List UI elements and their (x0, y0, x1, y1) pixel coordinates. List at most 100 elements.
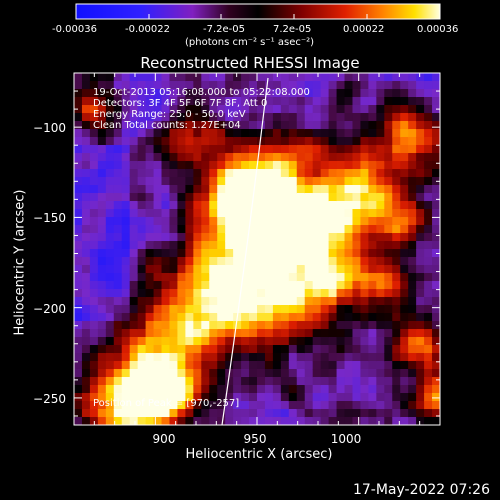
heatmap-cell (233, 169, 242, 178)
heatmap-cell (304, 169, 314, 178)
heatmap-cell (408, 385, 417, 394)
heatmap-cell (400, 313, 409, 322)
heatmap-cell (384, 169, 393, 178)
heatmap-cell (288, 393, 298, 402)
heatmap-cell (217, 385, 226, 394)
heatmap-cell (97, 337, 107, 346)
heatmap-cell (209, 201, 218, 210)
heatmap-cell (161, 257, 171, 266)
heatmap-cell (257, 209, 266, 218)
heatmap-cell (384, 217, 393, 226)
heatmap-cell (320, 185, 330, 194)
heatmap-cell (121, 73, 131, 82)
heatmap-cell (272, 369, 282, 378)
heatmap-cell (296, 289, 306, 298)
heatmap-cell (137, 297, 147, 306)
heatmap-cell (97, 121, 107, 130)
heatmap-cell (257, 169, 266, 178)
heatmap-cell (257, 393, 266, 402)
plot-datestamp: 17-May-2022 07:26 (352, 482, 490, 498)
heatmap-cell (153, 233, 163, 242)
heatmap-cell (368, 105, 377, 114)
heatmap-cell (296, 81, 306, 90)
heatmap-cell (241, 185, 250, 194)
heatmap-cell (360, 137, 369, 146)
heatmap-cell (376, 337, 385, 346)
colorbar-tick-label: -7.2e-05 (203, 24, 245, 35)
heatmap-cell (161, 225, 171, 234)
heatmap-cell (280, 305, 290, 314)
heatmap-cell (320, 121, 330, 130)
heatmap-cell (97, 89, 107, 98)
heatmap-cell (336, 409, 346, 418)
heatmap-cell (89, 121, 99, 130)
heatmap-cell (360, 193, 369, 202)
heatmap-cell (169, 121, 179, 130)
heatmap-cell (241, 385, 250, 394)
heatmap-cell (408, 393, 417, 402)
heatmap-cell (384, 225, 393, 234)
heatmap-cell (424, 305, 433, 314)
heatmap-cell (121, 409, 131, 418)
heatmap-cell (336, 209, 346, 218)
heatmap-cell (312, 81, 322, 90)
heatmap-cell (360, 401, 369, 410)
axis-tick-marks (74, 73, 441, 425)
heatmap-cell (336, 89, 346, 98)
heatmap-cell (432, 113, 440, 122)
heatmap-cell (145, 193, 155, 202)
heatmap-cell (137, 257, 147, 266)
heatmap-cell (185, 129, 194, 138)
heatmap-cell (89, 153, 99, 162)
heatmap-cell (177, 153, 186, 162)
heatmap-cell (400, 225, 409, 234)
heatmap-cell (185, 169, 194, 178)
heatmap-cell (185, 209, 194, 218)
heatmap-cell (169, 281, 179, 290)
heatmap-cell (368, 305, 377, 314)
heatmap-cell (328, 177, 338, 186)
heatmap-cell (257, 153, 266, 162)
heatmap-cell (153, 289, 163, 298)
heatmap-cell (169, 97, 179, 106)
heatmap-cell (344, 281, 354, 290)
heatmap-cell (201, 337, 210, 346)
heatmap-cell (424, 185, 433, 194)
heatmap-cell (177, 337, 186, 346)
heatmap-cell (344, 145, 354, 154)
heatmap-cell (257, 217, 266, 226)
heatmap-cell (74, 321, 83, 330)
heatmap-cell (264, 265, 274, 274)
heatmap-cell (408, 105, 417, 114)
heatmap-cell (241, 201, 250, 210)
heatmap-cell (145, 89, 155, 98)
heatmap-cell (360, 417, 369, 425)
heatmap-cell (105, 377, 115, 386)
heatmap-cell (74, 305, 83, 314)
heatmap-cell (81, 337, 91, 346)
heatmap-cell (416, 121, 425, 130)
heatmap-cell (336, 273, 346, 282)
heatmap-cell (137, 369, 147, 378)
heatmap-cell (257, 289, 266, 298)
heatmap-cell (304, 201, 314, 210)
heatmap-cell (424, 105, 433, 114)
heatmap-cell (304, 161, 314, 170)
heatmap-cell (384, 409, 393, 418)
heatmap-cell (81, 177, 91, 186)
heatmap-cell (145, 385, 155, 394)
heatmap-cell (392, 121, 401, 130)
heatmap-cell (129, 113, 139, 122)
heatmap-cell (264, 409, 274, 418)
heatmap-cell (201, 353, 210, 362)
heatmap-cell (169, 393, 179, 402)
heatmap-cell (344, 177, 354, 186)
heatmap-cell (288, 321, 298, 330)
heatmap-cell (384, 201, 393, 210)
heatmap-cell (264, 289, 274, 298)
heatmap-cell (376, 305, 385, 314)
heatmap-cell (81, 417, 91, 425)
heatmap-cell (169, 113, 179, 122)
heatmap-cell (74, 129, 83, 138)
heatmap-cell (169, 329, 179, 338)
